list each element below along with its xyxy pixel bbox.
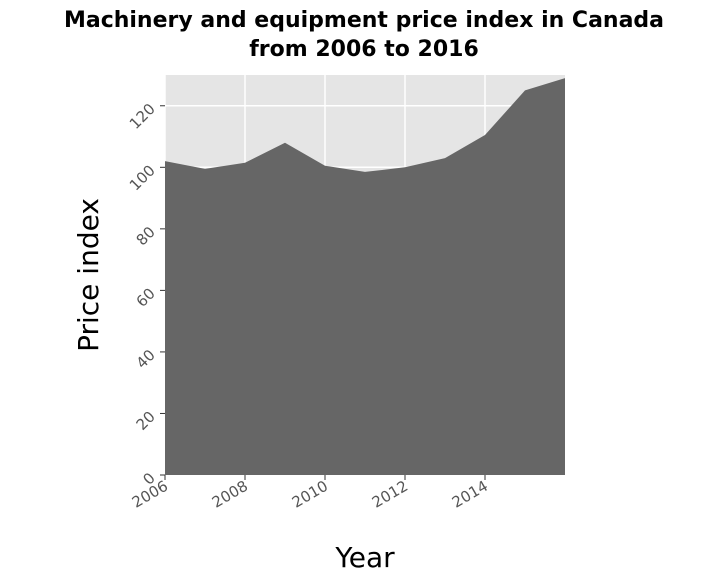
- chart-title-line2: from 2006 to 2016: [249, 37, 479, 62]
- x-axis-ticks: 2006 2008 2010 2012 2014: [129, 475, 491, 512]
- x-tick-label-2010: 2010: [289, 477, 331, 512]
- x-axis-title: Year: [334, 541, 395, 574]
- x-tick-label-2012: 2012: [369, 477, 411, 512]
- y-tick-label-20: 20: [133, 408, 159, 434]
- y-axis-title: Price index: [72, 198, 105, 352]
- chart-title: Machinery and equipment price index in C…: [0, 6, 728, 64]
- y-tick-label-120: 120: [126, 100, 159, 133]
- y-tick-label-40: 40: [133, 346, 159, 372]
- x-tick-label-2014: 2014: [449, 477, 491, 512]
- y-tick-label-80: 80: [133, 223, 159, 249]
- price-index-area: [165, 78, 565, 476]
- chart-title-line1: Machinery and equipment price index in C…: [63, 8, 665, 33]
- y-tick-label-60: 60: [133, 284, 159, 310]
- y-tick-label-100: 100: [126, 161, 159, 194]
- x-tick-label-2008: 2008: [209, 477, 251, 512]
